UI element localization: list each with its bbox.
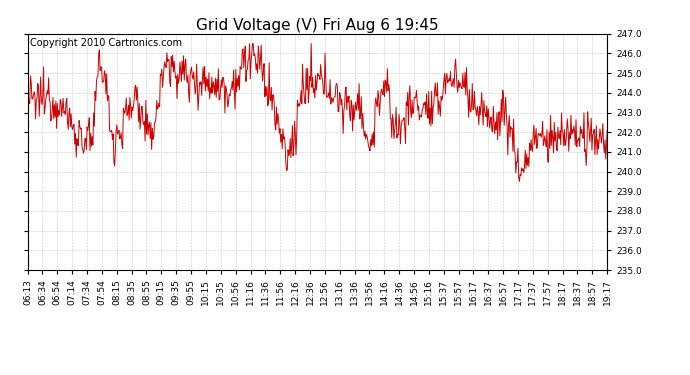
Title: Grid Voltage (V) Fri Aug 6 19:45: Grid Voltage (V) Fri Aug 6 19:45: [196, 18, 439, 33]
Text: Copyright 2010 Cartronics.com: Copyright 2010 Cartronics.com: [30, 39, 182, 48]
